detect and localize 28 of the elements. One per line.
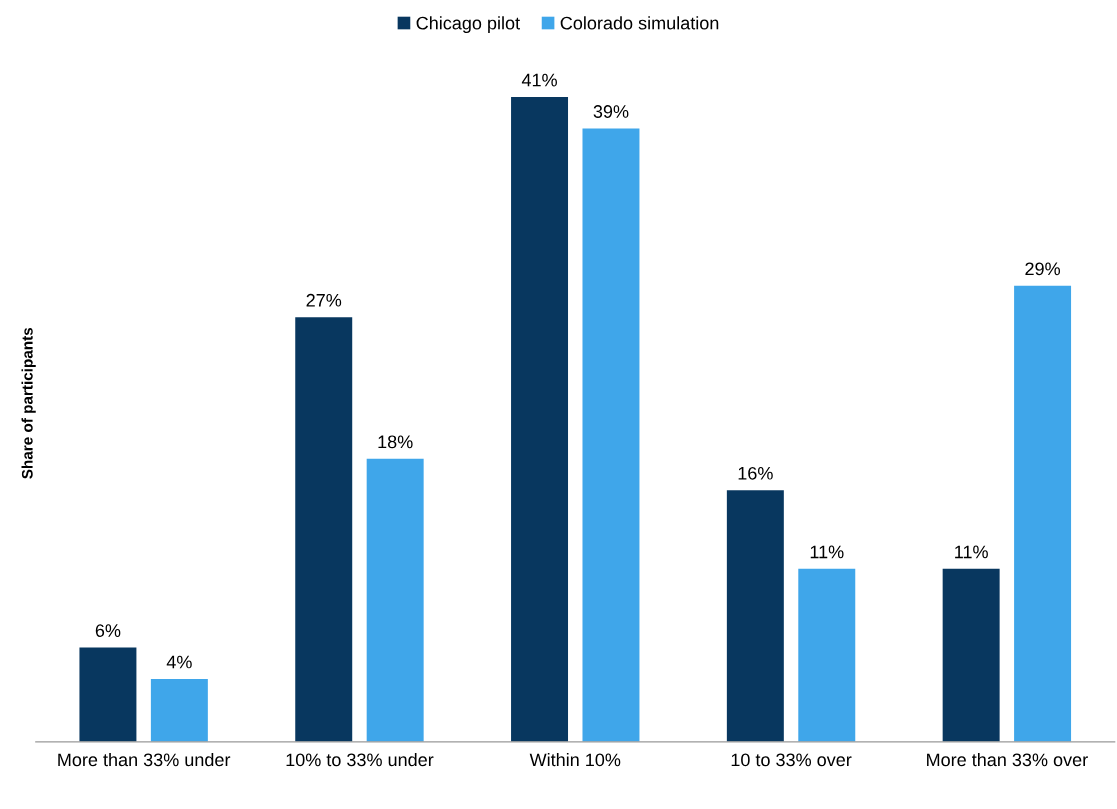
bar (582, 128, 640, 742)
legend-label: Chicago pilot (416, 16, 520, 34)
bar (295, 317, 353, 742)
y-axis-title: Share of participants (21, 327, 36, 479)
x-tick-label: More than 33% under (58, 752, 231, 767)
data-label: 18% (378, 435, 413, 449)
data-label: 11% (810, 545, 844, 559)
data-label: 11% (955, 545, 988, 559)
data-label: 39% (593, 105, 629, 118)
bar (942, 568, 1000, 742)
x-tick-label: More than 33% over (927, 752, 1088, 767)
bar (1014, 285, 1072, 742)
bar (366, 458, 424, 742)
x-tick-label: Within 10% (529, 752, 621, 767)
bar (511, 96, 569, 742)
data-label: 6% (95, 624, 121, 637)
bar (150, 678, 208, 742)
bar (79, 647, 137, 742)
data-label: 29% (1025, 262, 1061, 276)
data-label: 16% (738, 466, 773, 480)
data-label: 41% (521, 73, 557, 87)
data-label: 4% (166, 655, 192, 669)
bar (726, 490, 784, 742)
bar (798, 568, 856, 742)
x-tick-label: 10% to 33% under (286, 752, 434, 767)
data-label: 27% (306, 293, 342, 307)
legend-label: Colorado simulation (560, 16, 719, 30)
x-tick-label: 10 to 33% over (731, 753, 852, 767)
